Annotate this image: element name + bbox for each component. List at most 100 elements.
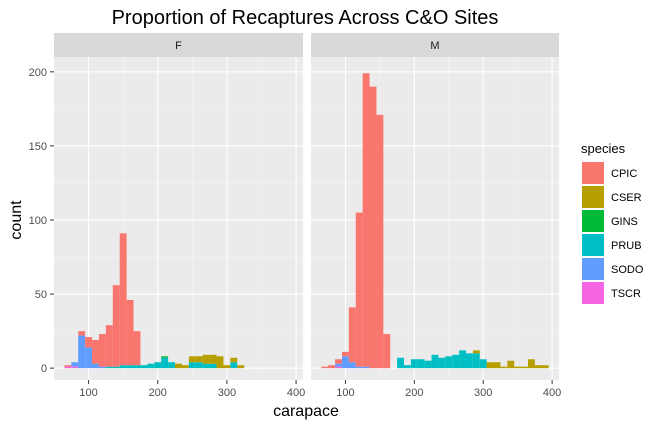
bar-f-tscr: [71, 366, 79, 369]
y-axis: 0 50 100 150 200: [29, 67, 54, 375]
x-tick-label: 200: [149, 387, 167, 399]
x-tick-label: 400: [287, 387, 305, 399]
y-tick-label: 100: [29, 215, 47, 227]
bar-f-cpic: [126, 299, 134, 366]
legend-key-gins: [582, 210, 604, 232]
bar-f-cpic: [112, 285, 120, 367]
bar-f-sodo: [92, 363, 99, 369]
bar-m-prub: [445, 356, 453, 369]
bar-f-cpic: [133, 331, 141, 366]
bar-m-prub: [424, 360, 432, 369]
x-axis-title: carapace: [273, 403, 339, 420]
bar-f-tscr: [64, 366, 72, 369]
bar-m-prub: [417, 359, 425, 369]
legend-label-sodo: SODO: [611, 264, 644, 276]
bar-f-cser: [237, 365, 245, 369]
legend-key-tscr: [582, 282, 604, 304]
bar-m-cpic: [335, 359, 342, 364]
bar-m-sodo: [335, 363, 342, 367]
y-tick-label: 200: [29, 67, 47, 79]
bar-m-tscr: [335, 366, 342, 369]
bar-m-prub: [404, 365, 411, 369]
bar-m-cser: [472, 350, 480, 354]
bar-m-prub: [452, 354, 460, 369]
legend-key-sodo: [582, 258, 604, 280]
bar-m-prub: [472, 353, 480, 369]
chart-title: Proportion of Recaptures Across C&O Site…: [112, 7, 499, 29]
bar-m-cser: [521, 366, 528, 369]
x-axis: 100 200 300 400 100 200 300 400: [79, 380, 561, 399]
bar-f-gins: [161, 356, 169, 358]
bar-m-cpic: [342, 351, 349, 357]
bar-m-cpic: [362, 73, 370, 367]
bar-m-prub: [459, 350, 466, 369]
bar-m-cser: [507, 360, 515, 369]
legend-label-cpic: CPIC: [611, 168, 637, 180]
bar-f-prub: [188, 362, 196, 369]
x-tick-label: 400: [543, 387, 561, 399]
bar-f-cser: [195, 356, 203, 363]
bar-m-cser: [534, 365, 542, 369]
panel-background-m: [311, 57, 559, 380]
facet-strip-f: [54, 33, 303, 57]
facet-strip-m: [311, 33, 559, 57]
bar-m-cser: [514, 366, 522, 369]
bar-f-prub: [112, 366, 120, 369]
bar-m-sodo: [362, 366, 370, 369]
bar-m-cser: [500, 366, 508, 369]
legend-label-cser: CSER: [611, 192, 642, 204]
bar-m-prub: [431, 354, 439, 369]
bar-m-cpic: [376, 114, 384, 369]
x-tick-label: 100: [79, 387, 97, 399]
bar-m-cpic: [328, 365, 336, 369]
y-tick-label: 0: [41, 363, 47, 375]
bar-f-cpic: [98, 334, 106, 367]
bar-f-prub: [161, 357, 169, 369]
bar-m-cpic: [348, 307, 356, 363]
bar-f-prub: [230, 362, 238, 369]
bar-m-sodo: [342, 356, 349, 369]
legend-label-gins: GINS: [611, 216, 638, 228]
bar-m-cpic: [355, 212, 363, 367]
bar-f-cser: [175, 363, 182, 369]
facet-strip-label-f: F: [175, 40, 182, 52]
bar-f-prub: [140, 365, 148, 369]
bar-f-cser: [181, 365, 189, 369]
bar-f-prub: [195, 362, 203, 369]
bar-m-cpic: [321, 366, 329, 369]
bar-f-cser: [230, 357, 238, 363]
x-tick-label: 200: [405, 387, 423, 399]
bar-f-cpic: [85, 337, 93, 348]
bar-f-cser: [188, 356, 196, 363]
x-tick-label: 100: [336, 387, 354, 399]
legend: species CPIC CSER GINS PRUB SODO TSCR: [581, 141, 644, 304]
panel-background-f: [54, 57, 303, 380]
bar-f-sodo: [98, 366, 106, 369]
bar-f-sodo: [71, 362, 79, 367]
bar-f-cser: [202, 354, 210, 364]
legend-key-cpic: [582, 162, 604, 184]
bars-f: [64, 233, 245, 369]
legend-label-tscr: TSCR: [611, 288, 641, 300]
bar-f-cpic: [92, 339, 99, 364]
bar-f-cser: [223, 365, 231, 369]
bar-f-prub: [119, 365, 127, 369]
bar-m-cser: [493, 362, 501, 369]
bar-f-prub: [133, 365, 141, 369]
bar-f-prub: [168, 362, 176, 369]
bar-m-cser: [486, 362, 494, 369]
bar-f-cpic: [78, 331, 86, 336]
bar-f-prub: [105, 366, 113, 369]
bar-f-sodo: [85, 347, 93, 369]
bar-f-cpic: [105, 325, 113, 367]
bar-m-cser: [541, 365, 549, 369]
facet-panel-f: F: [54, 33, 303, 380]
legend-title: species: [581, 141, 626, 156]
bar-m-prub: [466, 353, 473, 369]
bar-f-cser: [209, 354, 217, 364]
legend-key-cser: [582, 186, 604, 208]
bar-m-cpic: [369, 86, 377, 369]
bar-f-prub: [147, 363, 155, 369]
bar-m-cser: [528, 359, 535, 369]
